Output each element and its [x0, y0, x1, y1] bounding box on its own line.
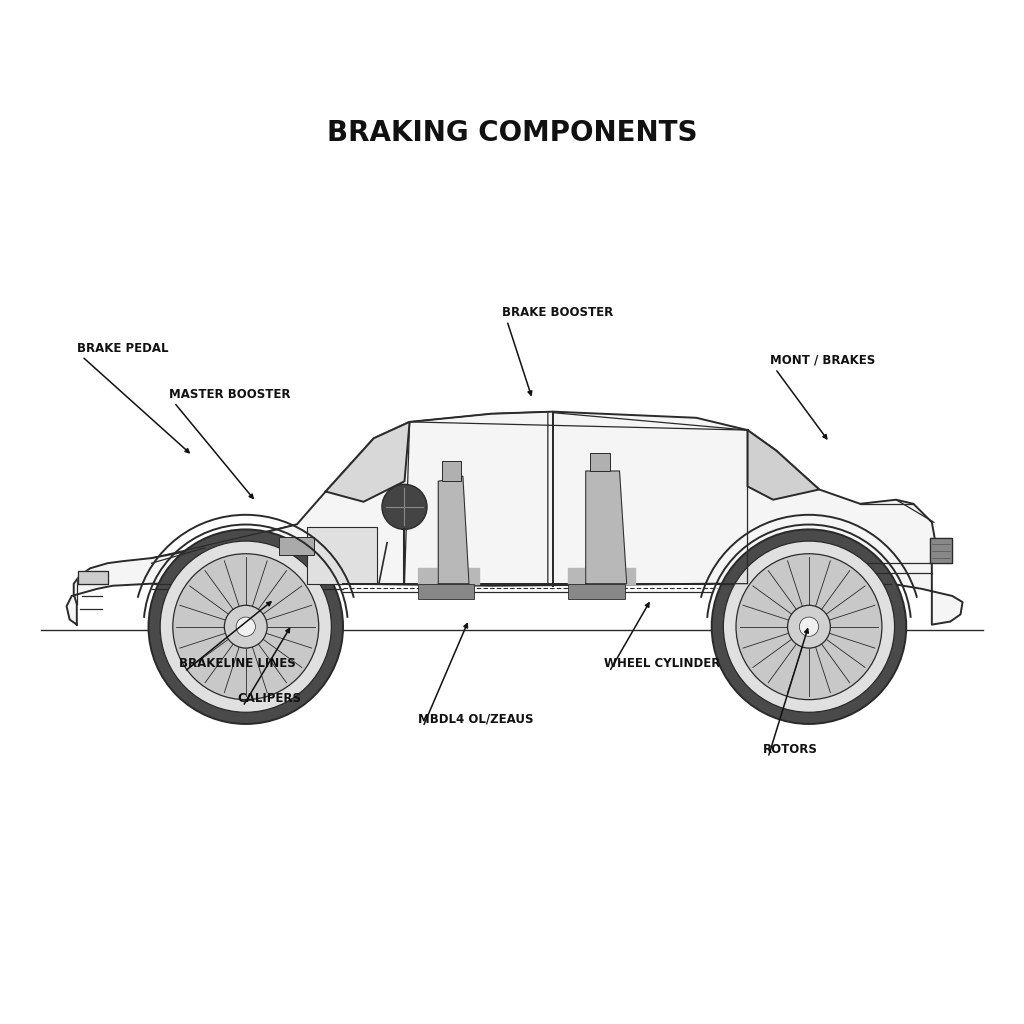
Polygon shape — [418, 568, 479, 584]
Polygon shape — [748, 430, 819, 500]
Polygon shape — [568, 568, 635, 584]
Circle shape — [723, 541, 895, 713]
Text: BRAKING COMPONENTS: BRAKING COMPONENTS — [327, 119, 697, 147]
Bar — [279, 537, 314, 555]
Circle shape — [173, 554, 318, 699]
Text: BRAKE PEDAL: BRAKE PEDAL — [77, 342, 168, 354]
Polygon shape — [438, 476, 469, 584]
Text: WHEEL CYLINDER: WHEEL CYLINDER — [604, 657, 721, 670]
Polygon shape — [930, 538, 952, 563]
Bar — [307, 527, 377, 584]
Polygon shape — [326, 422, 410, 502]
Text: ROTORS: ROTORS — [763, 743, 818, 756]
Circle shape — [736, 554, 882, 699]
Bar — [590, 453, 610, 471]
Polygon shape — [78, 571, 108, 584]
Circle shape — [712, 529, 906, 724]
Text: BRAKELINE LINES: BRAKELINE LINES — [179, 657, 296, 670]
Bar — [442, 461, 461, 481]
Text: BRAKE BOOSTER: BRAKE BOOSTER — [502, 306, 613, 318]
Circle shape — [787, 605, 830, 648]
Text: MASTER BOOSTER: MASTER BOOSTER — [169, 388, 291, 400]
Circle shape — [800, 617, 818, 636]
Polygon shape — [586, 471, 627, 584]
Text: MBDL4 OL/ZEAUS: MBDL4 OL/ZEAUS — [418, 713, 534, 725]
Circle shape — [382, 484, 427, 529]
Text: CALIPERS: CALIPERS — [238, 692, 301, 705]
Polygon shape — [67, 412, 963, 625]
Circle shape — [160, 541, 332, 713]
Bar — [568, 584, 625, 599]
Bar — [418, 584, 474, 599]
Circle shape — [148, 529, 343, 724]
Circle shape — [224, 605, 267, 648]
Text: MONT / BRAKES: MONT / BRAKES — [770, 354, 876, 367]
Circle shape — [237, 617, 255, 636]
